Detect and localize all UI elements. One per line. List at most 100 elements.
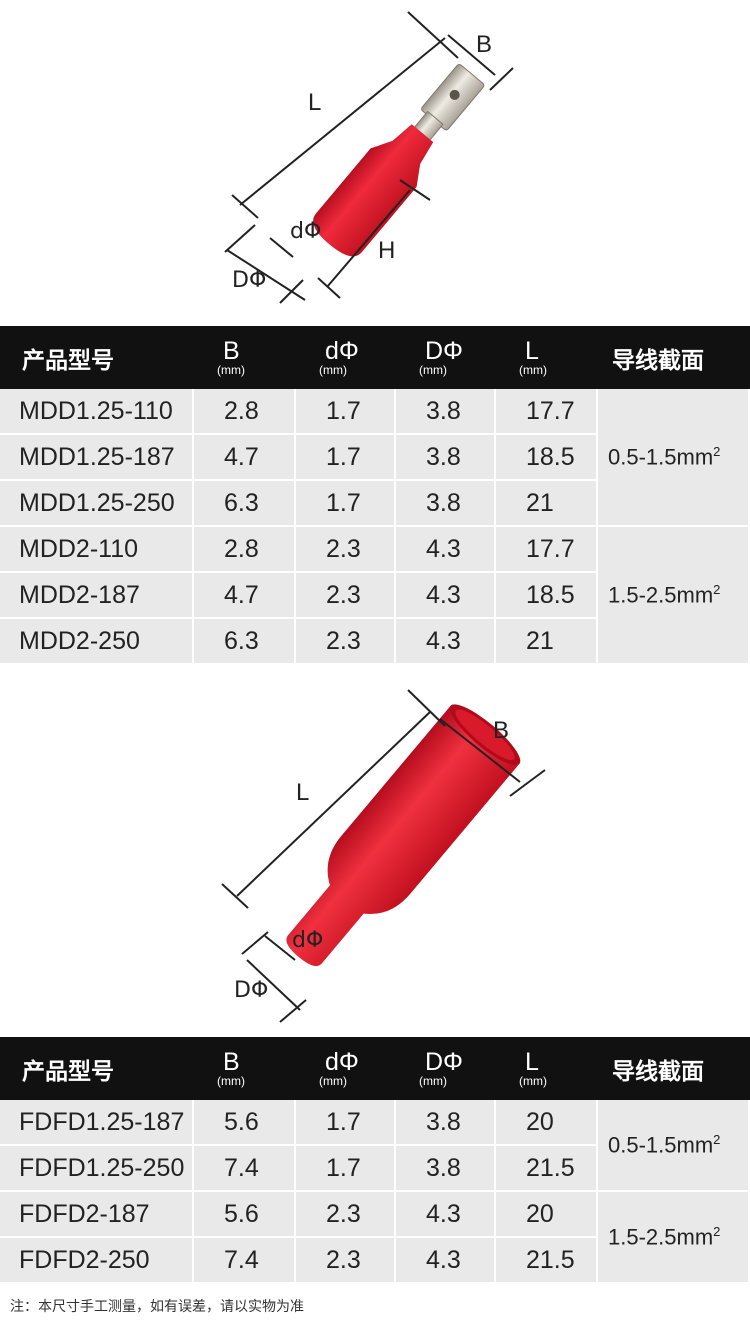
cell-l: 21 (496, 481, 598, 527)
cell-D: 3.8 (396, 1146, 496, 1192)
female-connector-drawing: B L dΦ DΦ (221, 689, 546, 1023)
header-l-unit: (mm) (519, 1073, 547, 1088)
cell-D: 4.3 (396, 1238, 496, 1284)
dim-line-D2 (246, 959, 301, 1011)
cell-wire-area: 0.5-1.5mm2 (598, 389, 750, 527)
cell-b: 7.4 (194, 1146, 296, 1192)
header-model: 产品型号 (0, 1037, 194, 1100)
cell-l: 18.5 (496, 435, 598, 481)
area-exponent: 2 (713, 1223, 721, 1239)
cell-b: 5.6 (194, 1100, 296, 1146)
header-d: dΦ (mm) (296, 326, 396, 389)
cell-l: 21.5 (496, 1146, 598, 1192)
header-D-unit: (mm) (419, 1073, 447, 1088)
header-d-unit: (mm) (319, 362, 347, 377)
header-wire-area: 导线截面 (598, 326, 750, 389)
cell-b: 2.8 (194, 389, 296, 435)
header-l-symbol: L (525, 1047, 539, 1076)
header-l-symbol: L (525, 336, 539, 365)
cell-model: MDD2-187 (0, 573, 194, 619)
header-D: DΦ (mm) (396, 1037, 496, 1100)
measurement-footnote: 注：本尺寸手工测量，如有误差，请以实物为准 (10, 1298, 304, 1314)
cell-model: MDD1.25-110 (0, 389, 194, 435)
area-value: 0.5-1.5mm (608, 444, 714, 470)
label-dphi2: dΦ (292, 928, 323, 953)
header-b-symbol: B (223, 336, 240, 365)
cell-wire-area: 0.5-1.5mm2 (598, 1100, 750, 1192)
cell-model: FDFD2-187 (0, 1192, 194, 1238)
cell-model: FDFD1.25-187 (0, 1100, 194, 1146)
cell-b: 2.8 (194, 527, 296, 573)
header-b-symbol: B (223, 1047, 240, 1076)
table-row: MDD1.25-110 2.8 1.7 3.8 17.7 0.5-1.5mm2 (0, 389, 750, 527)
cell-d: 1.7 (296, 1146, 396, 1192)
cell-l: 21 (496, 619, 598, 665)
table-row: MDD2-187 4.7 2.3 4.3 18.5 (0, 573, 750, 619)
male-connector-spec-table: 产品型号 B (mm) dΦ (mm) DΦ (mm) L (mm) 导线截面 MDD1… (0, 326, 750, 665)
cell-model: MDD1.25-187 (0, 435, 194, 481)
label-L2: L (296, 779, 309, 806)
dim-line-L (239, 37, 446, 206)
table-row: MDD2-110 2.8 2.3 4.3 17.7 1.5-2.5mm2 (0, 527, 750, 665)
female-connector-figure: B L dΦ DΦ (0, 664, 750, 1037)
header-D-symbol: DΦ (425, 336, 464, 365)
header-d-symbol: dΦ (325, 336, 359, 365)
cell-D: 4.3 (396, 527, 496, 573)
cell-D: 3.8 (396, 1100, 496, 1146)
cell-l: 18.5 (496, 573, 598, 619)
table-row: FDFD2-250 7.4 2.3 4.3 21.5 (0, 1238, 750, 1284)
cell-d: 2.3 (296, 573, 396, 619)
cell-d: 2.3 (296, 619, 396, 665)
header-b: B (mm) (194, 1037, 296, 1100)
label-B: B (476, 31, 492, 58)
cell-D: 4.3 (396, 573, 496, 619)
cell-d: 2.3 (296, 527, 396, 573)
cell-b: 5.6 (194, 1192, 296, 1238)
cell-D: 3.8 (396, 389, 496, 435)
header-b-unit: (mm) (217, 1073, 245, 1088)
dim-line-H (326, 189, 411, 288)
cell-l: 17.7 (496, 389, 598, 435)
female-insulation-body (286, 705, 520, 967)
female-connector-spec-table: 产品型号 B (mm) dΦ (mm) DΦ (mm) L (mm) 导线截面 FDFD… (0, 1037, 750, 1284)
table-row: FDFD1.25-187 5.6 1.7 3.8 20 0.5-1.5mm2 (0, 1100, 750, 1192)
cell-d: 2.3 (296, 1192, 396, 1238)
header-d-symbol: dΦ (325, 1047, 359, 1076)
cell-b: 6.3 (194, 481, 296, 527)
table-header-row: 产品型号 B (mm) dΦ (mm) DΦ (mm) L (mm) 导线截面 (0, 1037, 750, 1100)
cell-D: 4.3 (396, 1192, 496, 1238)
header-l: L (mm) (496, 1037, 598, 1100)
cell-d: 2.3 (296, 1238, 396, 1284)
cell-b: 6.3 (194, 619, 296, 665)
header-model: 产品型号 (0, 326, 194, 389)
cell-wire-area: 1.5-2.5mm2 (598, 527, 750, 665)
cell-d: 1.7 (296, 1100, 396, 1146)
header-b: B (mm) (194, 326, 296, 389)
table-row: MDD1.25-187 4.7 1.7 3.8 18.5 (0, 435, 750, 481)
label-dphi: dΦ (290, 219, 321, 244)
area-exponent: 2 (713, 443, 721, 459)
header-b-unit: (mm) (217, 362, 245, 377)
header-l-unit: (mm) (519, 362, 547, 377)
cell-l: 17.7 (496, 527, 598, 573)
cell-wire-area: 1.5-2.5mm2 (598, 1192, 750, 1284)
cell-l: 20 (496, 1100, 598, 1146)
dim-line-d2 (264, 935, 296, 961)
label-H: H (378, 237, 395, 264)
area-value: 0.5-1.5mm (608, 1132, 714, 1158)
label-Dphi2: DΦ (234, 978, 268, 1003)
area-value: 1.5-2.5mm (608, 582, 714, 608)
cell-model: MDD2-250 (0, 619, 194, 665)
cell-l: 21.5 (496, 1238, 598, 1284)
label-B2: B (493, 717, 509, 744)
table-row: FDFD2-187 5.6 2.3 4.3 20 1.5-2.5mm2 (0, 1192, 750, 1284)
male-connector-figure: B L dΦ DΦ H (0, 0, 750, 326)
header-D-unit: (mm) (419, 362, 447, 377)
blade-hole (449, 89, 460, 100)
dim-line-B (447, 34, 496, 76)
cell-d: 1.7 (296, 435, 396, 481)
cell-l: 20 (496, 1192, 598, 1238)
dim-line-L2 (236, 711, 431, 897)
cell-b: 4.7 (194, 573, 296, 619)
male-connector-drawing: B L dΦ DΦ H (224, 11, 514, 304)
